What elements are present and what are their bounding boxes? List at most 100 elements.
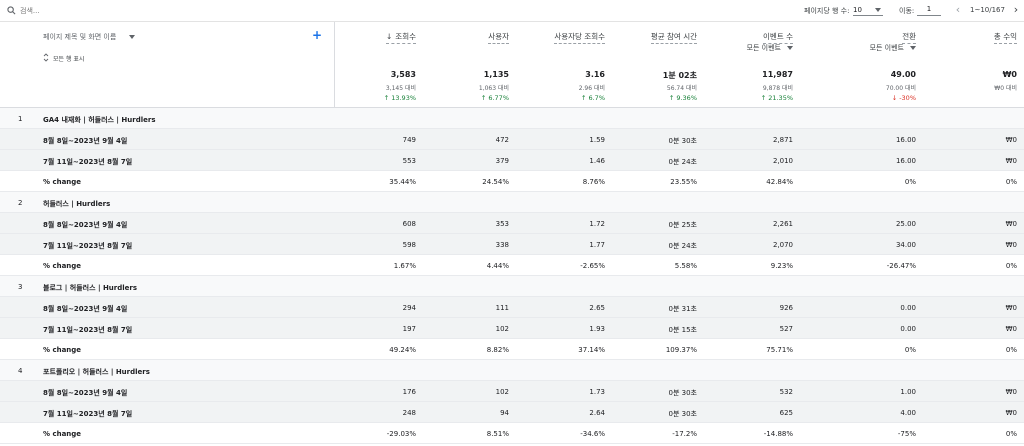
- metric-cell: 1.59: [589, 136, 605, 144]
- date-range-label: 8월 8일~2023년 9월 4일: [43, 305, 128, 313]
- metric-cell: 353: [495, 220, 509, 228]
- table-row[interactable]: 7월 11일~2023년 8월 7일 197 102 1.93 0분 15초 527 0.0…: [0, 318, 1024, 339]
- metric-change: ↑ 21.35%: [760, 94, 793, 102]
- metric-total: 49.00: [890, 70, 916, 79]
- show-all-rows-link[interactable]: 모든 행 표시: [53, 56, 85, 63]
- table-row[interactable]: 7월 11일~2023년 8월 7일 553 379 1.46 0분 24초 2,010 1…: [0, 150, 1024, 171]
- metric-title[interactable]: 전환: [902, 31, 916, 44]
- chevron-down-icon: [910, 46, 916, 50]
- metric-cell: 926: [779, 304, 793, 312]
- table-group-row[interactable]: 4 포트폴리오 | 허들러스 | Hurdlers: [0, 360, 1024, 381]
- table-row[interactable]: 8월 8일~2023년 9월 4일 294 111 2.65 0분 31초 926 0.00…: [0, 297, 1024, 318]
- table-row[interactable]: 7월 11일~2023년 8월 7일 248 94 2.64 0분 30초 625 4.00…: [0, 402, 1024, 423]
- metric-title[interactable]: ↓ 조회수: [386, 31, 416, 44]
- metric-cell: 1.67%: [393, 262, 416, 270]
- table-group-row[interactable]: 3 블로그 | 허들러스 | Hurdlers: [0, 276, 1024, 297]
- next-page-button[interactable]: ›: [1013, 3, 1019, 16]
- table-row[interactable]: 8월 8일~2023년 9월 4일 176 102 1.73 0분 30초 532 1.00…: [0, 381, 1024, 402]
- metric-cell: 472: [495, 136, 509, 144]
- page-title-cell: GA4 내재화 | 허들러스 | Hurdlers: [43, 116, 156, 124]
- metric-cell: 0%: [1005, 178, 1017, 186]
- metric-change: ↓ -30%: [891, 94, 916, 102]
- metric-cell: 176: [402, 388, 416, 396]
- table-header: 페이지 제목 및 화면 이름 + 모든 행 표시 ↓ 조회수 3,583 3,145 …: [0, 22, 1024, 108]
- metric-cell: 2,010: [772, 157, 793, 165]
- metric-cell: 0분 30초: [668, 137, 697, 145]
- previous-page-button[interactable]: ‹: [955, 3, 961, 16]
- metric-cell: 109.37%: [665, 346, 697, 354]
- metric-title[interactable]: 평균 참여 시간: [650, 31, 697, 44]
- date-range-label: 7월 11일~2023년 8월 7일: [43, 158, 133, 166]
- table-toolbar: 페이지당 행 수: 10 이동: ‹ 1~10/167 ›: [0, 0, 1024, 22]
- metric-title[interactable]: 사용자당 조회수: [554, 31, 605, 44]
- metric-cell: ₩0: [1005, 241, 1017, 249]
- metric-cell: 4.44%: [486, 262, 509, 270]
- table-group-row[interactable]: 2 허들러스 | Hurdlers: [0, 192, 1024, 213]
- sort-arrow-icon: ↓: [386, 32, 393, 41]
- rows-per-page-select[interactable]: 10: [853, 3, 883, 16]
- table-row[interactable]: % change 35.44% 24.54% 8.76% 23.55% 42.84% 0% 0…: [0, 171, 1024, 192]
- dimension-selector[interactable]: 페이지 제목 및 화면 이름: [43, 33, 117, 41]
- metric-cell: 294: [402, 304, 416, 312]
- metric-title[interactable]: 이벤트 수: [763, 31, 793, 44]
- metric-cell: 0.00: [900, 304, 916, 312]
- table-row[interactable]: 7월 11일~2023년 8월 7일 598 338 1.77 0분 24초 2,070 3…: [0, 234, 1024, 255]
- date-range-label: 8월 8일~2023년 9월 4일: [43, 389, 128, 397]
- table-group-row[interactable]: 1 GA4 내재화 | 허들러스 | Hurdlers: [0, 108, 1024, 129]
- rows-per-page-label: 페이지당 행 수:: [804, 7, 850, 15]
- date-range-label: % change: [43, 430, 82, 438]
- add-dimension-button[interactable]: +: [312, 28, 323, 42]
- event-filter-select[interactable]: 모든 이벤트: [870, 43, 916, 53]
- table-row[interactable]: % change -29.03% 8.51% -34.6% -17.2% -14.88% -…: [0, 423, 1024, 444]
- table-row[interactable]: 8월 8일~2023년 9월 4일 608 353 1.72 0분 25초 2,261 25…: [0, 213, 1024, 234]
- metric-previous: 70.00 대비: [885, 85, 916, 92]
- expand-rows-icon[interactable]: [43, 53, 49, 62]
- metric-cell: 1.73: [589, 388, 605, 396]
- metric-cell: 0%: [1005, 262, 1017, 270]
- metric-cell: 248: [402, 409, 416, 417]
- metric-cell: 0%: [904, 346, 916, 354]
- table-row[interactable]: 8월 8일~2023년 9월 4일 749 472 1.59 0분 30초 2,871 16…: [0, 129, 1024, 150]
- metric-cell: 1.77: [589, 241, 605, 249]
- metric-cell: 94: [500, 409, 509, 417]
- date-range-label: % change: [43, 262, 82, 270]
- metric-title-text: 이벤트 수: [763, 32, 793, 41]
- rows-per-page-value: 10: [853, 6, 862, 14]
- metric-previous: 56.74 대비: [666, 85, 697, 92]
- metric-cell: -26.47%: [886, 262, 916, 270]
- metric-cell: 24.54%: [482, 178, 509, 186]
- metric-column-header: 평균 참여 시간 1분 02초 56.74 대비 ↑ 9.36%: [607, 22, 697, 108]
- event-filter-value: 모든 이벤트: [746, 44, 781, 52]
- date-range-label: 7월 11일~2023년 8월 7일: [43, 242, 133, 250]
- metric-title-text: 조회수: [395, 32, 416, 41]
- metric-cell: 0%: [1005, 346, 1017, 354]
- metric-cell: 1.46: [589, 157, 605, 165]
- metric-cell: 8.82%: [486, 346, 509, 354]
- chevron-down-icon[interactable]: [129, 35, 135, 39]
- metric-cell: 5.58%: [674, 262, 697, 270]
- metric-cell: 2,070: [772, 241, 793, 249]
- metric-title[interactable]: 사용자: [488, 31, 509, 44]
- metric-cell: 42.84%: [766, 178, 793, 186]
- metric-cell: 0분 30초: [668, 410, 697, 418]
- metric-cell: 0%: [1005, 430, 1017, 438]
- goto-page-input[interactable]: [917, 3, 941, 16]
- metric-cell: ₩0: [1005, 157, 1017, 165]
- table-row[interactable]: % change 49.24% 8.82% 37.14% 109.37% 75.71% 0%…: [0, 339, 1024, 360]
- metric-total: 1,135: [483, 70, 509, 79]
- metric-column-header: 총 수익 ₩0 ₩0 대비: [917, 22, 1017, 108]
- event-filter-select[interactable]: 모든 이벤트: [747, 43, 793, 53]
- page-title-cell: 블로그 | 허들러스 | Hurdlers: [43, 284, 138, 292]
- metric-cell: 608: [402, 220, 416, 228]
- metric-cell: 49.24%: [389, 346, 416, 354]
- metric-cell: 0.00: [900, 325, 916, 333]
- metric-cell: 2.64: [589, 409, 605, 417]
- metric-cell: 625: [779, 409, 793, 417]
- metric-title[interactable]: 총 수익: [993, 31, 1017, 44]
- metric-cell: 1.93: [589, 325, 605, 333]
- search-input[interactable]: [20, 4, 220, 18]
- table-row[interactable]: % change 1.67% 4.44% -2.65% 5.58% 9.23% -26.47…: [0, 255, 1024, 276]
- metric-cell: -2.65%: [580, 262, 605, 270]
- metric-cell: 338: [495, 241, 509, 249]
- metric-previous: 2.96 대비: [578, 85, 605, 92]
